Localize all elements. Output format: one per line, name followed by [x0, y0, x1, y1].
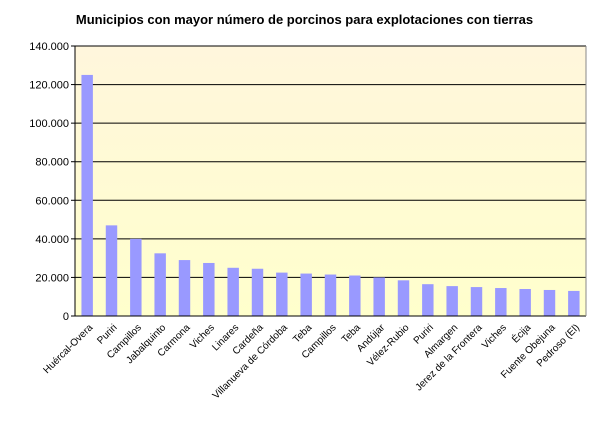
- y-tick-label: 60.000: [35, 195, 69, 207]
- bar: [349, 275, 361, 316]
- bar: [276, 272, 288, 316]
- y-tick-labels: 0 20.000 40.000 60.000 80.000 100.000 120.000 1…: [29, 41, 69, 323]
- x-tick-label: Huércal-Overa: [42, 322, 96, 376]
- bar: [397, 280, 410, 316]
- bar: [495, 288, 507, 316]
- y-tick-label: 40.000: [35, 234, 69, 246]
- bar: [178, 260, 191, 316]
- bar: [227, 267, 239, 316]
- x-tick-labels: Huércal-Overa PuririCampillosJabalquintoC…: [42, 321, 582, 402]
- bar: [154, 253, 166, 316]
- bar: [446, 286, 458, 316]
- bar: [543, 289, 556, 316]
- bar: [81, 74, 93, 316]
- chart-title: Municipios con mayor número de porcinos …: [75, 12, 534, 27]
- y-tick-label: 20.000: [35, 272, 69, 284]
- bars: [81, 74, 580, 316]
- axes: [74, 46, 587, 317]
- y-tick-label: 100.000: [29, 118, 69, 130]
- y-tick-label: 140.000: [29, 41, 69, 53]
- bar: [470, 287, 483, 316]
- bar: [130, 238, 142, 316]
- bar: [422, 284, 434, 316]
- y-tick-label: 80.000: [35, 157, 69, 169]
- bar: [203, 262, 215, 316]
- bar: [105, 225, 118, 316]
- bar: [519, 289, 531, 316]
- bar: [251, 268, 264, 316]
- y-tick-label: 120.000: [29, 80, 69, 92]
- bar: [300, 273, 312, 316]
- y-tick-label: 0: [63, 311, 69, 323]
- bar: [568, 290, 580, 316]
- bar: [324, 274, 337, 316]
- x-tick-label: Viches: [480, 322, 509, 351]
- bar: [373, 277, 385, 316]
